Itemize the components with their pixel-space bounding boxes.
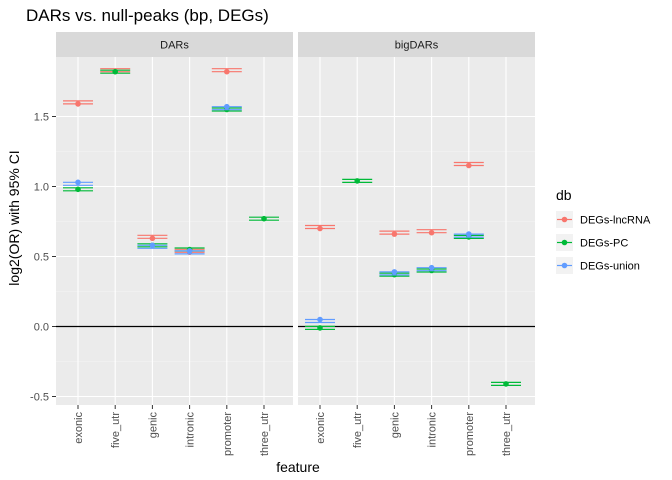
- legend-title: db: [556, 187, 572, 203]
- point-DEGs-lncRNA-promoter: [224, 68, 230, 75]
- panel-bigDARs: bigDARs exonic five_utr genic intronic promot…: [298, 32, 535, 456]
- point-DEGs-union-promoter: [466, 231, 472, 237]
- facet-strip: [298, 32, 535, 57]
- x-tick-label: five_utr: [352, 412, 364, 448]
- point-DEGs-PC-five_utr: [112, 68, 118, 75]
- point-DEGs-lncRNA-exonic: [317, 225, 323, 232]
- y-tick-label: -0.5: [30, 392, 49, 404]
- y-tick-label: 1.5: [34, 112, 49, 124]
- chart-title: DARs vs. null-peaks (bp, DEGs): [26, 6, 269, 25]
- point-DEGs-union-exonic: [75, 179, 81, 186]
- point-DEGs-lncRNA-intronic: [428, 229, 435, 236]
- point-DEGs-lncRNA-promoter: [466, 162, 472, 169]
- y-tick-label: 0.5: [34, 252, 49, 264]
- legend-label: DEGs-PC: [580, 238, 628, 250]
- legend-key-point: [561, 262, 568, 269]
- x-tick-label: three_utr: [501, 412, 513, 456]
- point-DEGs-PC-exonic: [75, 186, 81, 193]
- x-tick-label: five_utr: [110, 412, 122, 448]
- y-tick-label: 0.0: [34, 322, 49, 334]
- point-DEGs-union-intronic: [186, 248, 193, 254]
- legend: db DEGs-lncRNA DEGs-PC DEGs-union: [556, 187, 651, 274]
- point-DEGs-PC-three_utr: [503, 381, 509, 387]
- x-tick-label: intronic: [427, 412, 439, 448]
- x-tick-label: three_utr: [259, 412, 271, 456]
- x-tick-label: promoter: [464, 412, 476, 456]
- point-DEGs-lncRNA-genic: [149, 235, 156, 242]
- panels-layer: DARs exonic five_utr genic intronic promoter t…: [56, 32, 535, 456]
- x-tick-label: intronic: [185, 412, 197, 448]
- point-DEGs-union-genic: [149, 242, 156, 249]
- y-axis: -0.5 0.0 0.5 1.0 1.5: [30, 112, 56, 404]
- y-axis-title: log2(OR) with 95% CI: [6, 150, 22, 285]
- point-DEGs-lncRNA-exonic: [75, 101, 81, 107]
- legend-item-DEGs-lncRNA: DEGs-lncRNA: [556, 211, 651, 228]
- x-tick-label: promoter: [222, 412, 234, 456]
- legend-label: DEGs-union: [580, 261, 640, 273]
- facet-strip-label: DARs: [160, 40, 189, 52]
- x-tick-label: exonic: [73, 412, 85, 444]
- point-DEGs-union-promoter: [224, 103, 230, 110]
- point-DEGs-union-genic: [391, 269, 398, 275]
- panel-DARs: DARs exonic five_utr genic intronic promoter t…: [56, 32, 293, 456]
- x-tick-label: genic: [147, 412, 159, 439]
- y-tick-label: 1.0: [34, 182, 49, 194]
- panel-background: [298, 57, 535, 405]
- facet-strip-label: bigDARs: [395, 40, 439, 52]
- point-DEGs-union-intronic: [428, 264, 435, 271]
- point-DEGs-lncRNA-genic: [391, 231, 398, 237]
- point-DEGs-PC-three_utr: [261, 215, 267, 222]
- legend-label: DEGs-lncRNA: [580, 215, 651, 227]
- x-tick-label: genic: [389, 412, 401, 439]
- legend-item-DEGs-union: DEGs-union: [556, 257, 640, 274]
- x-tick-label: exonic: [315, 412, 327, 444]
- point-DEGs-PC-five_utr: [354, 178, 361, 184]
- legend-key-point: [561, 239, 568, 246]
- x-axis-title: feature: [276, 459, 320, 475]
- legend-item-DEGs-PC: DEGs-PC: [556, 234, 628, 251]
- panel-background: [56, 57, 293, 405]
- point-DEGs-PC-exonic: [317, 325, 323, 331]
- facet-strip: [56, 32, 293, 57]
- legend-key-point: [561, 216, 568, 223]
- point-DEGs-union-exonic: [317, 316, 323, 323]
